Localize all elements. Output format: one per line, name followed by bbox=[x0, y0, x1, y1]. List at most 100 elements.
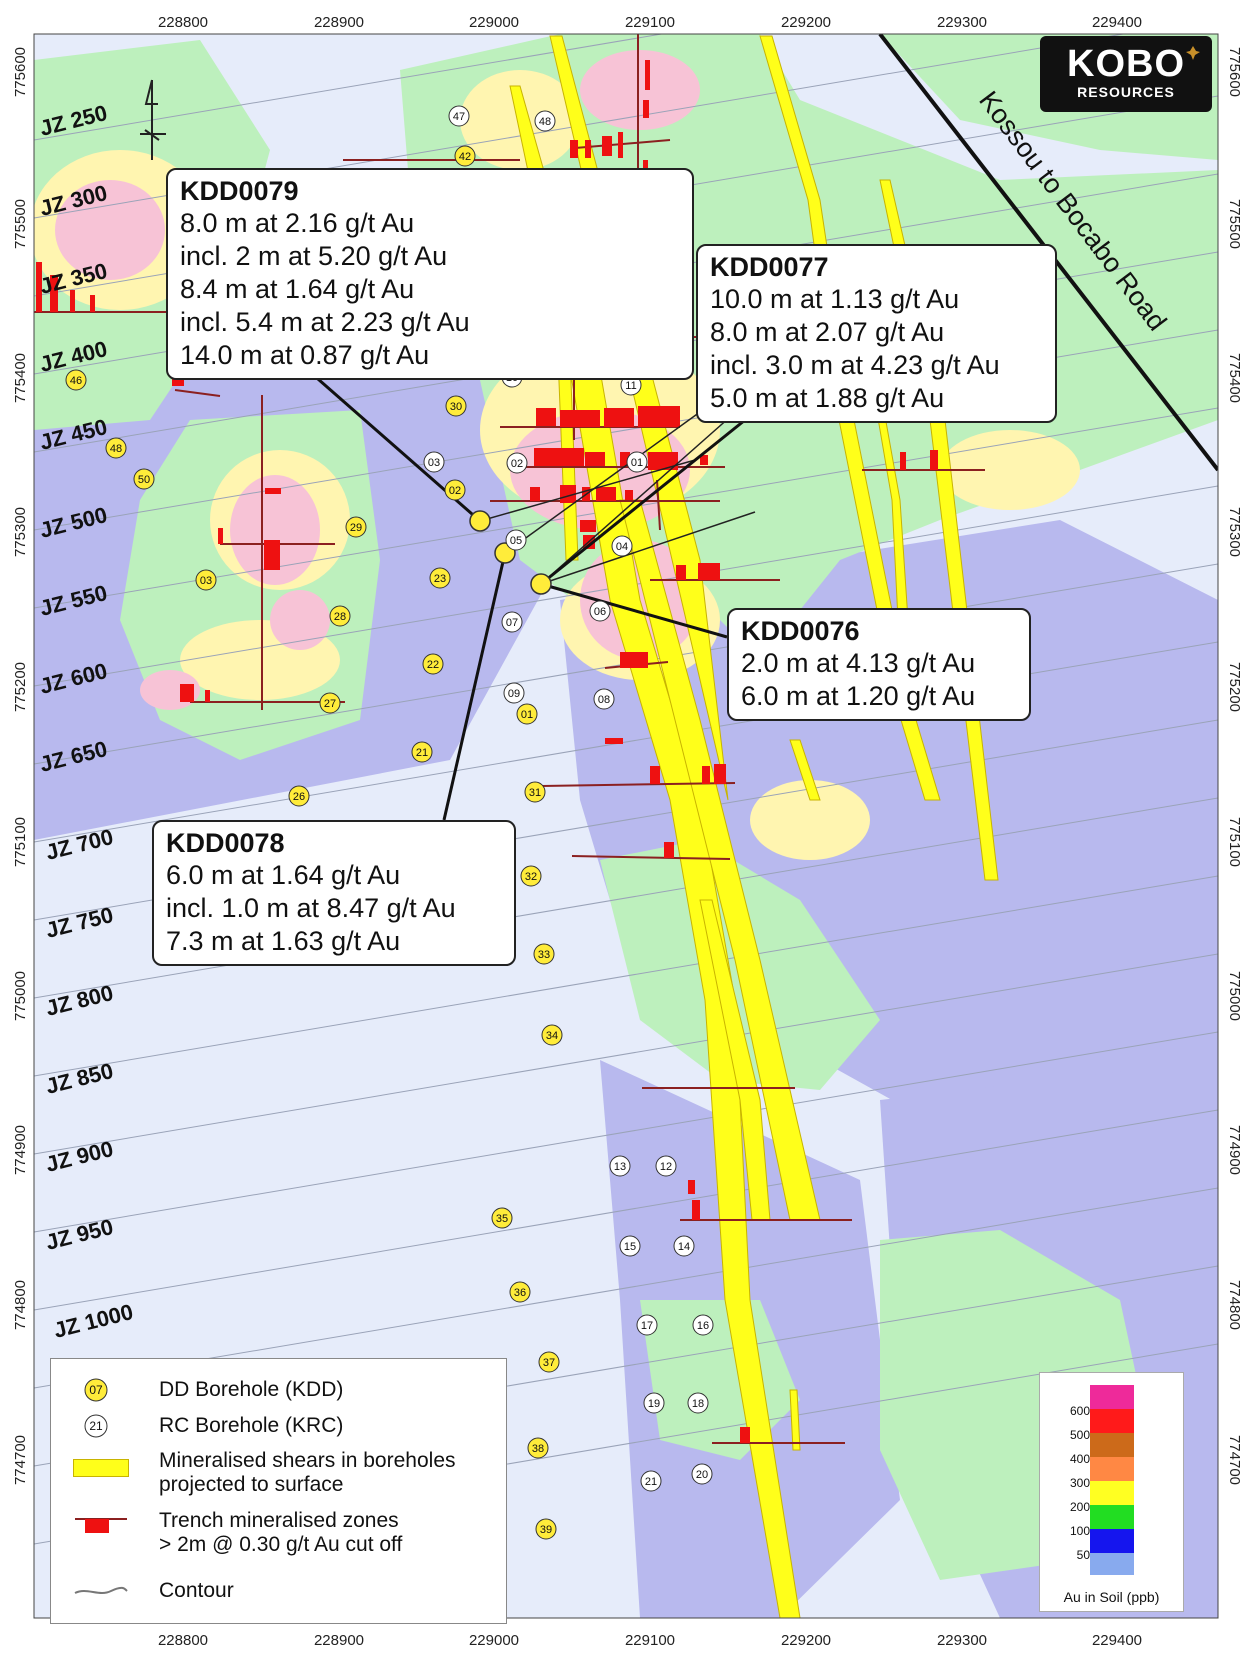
dd-borehole[interactable]: 01 bbox=[516, 703, 538, 725]
rc-borehole[interactable]: 05 bbox=[505, 529, 527, 551]
dd-borehole[interactable]: 26 bbox=[288, 785, 310, 807]
svg-text:42: 42 bbox=[459, 151, 471, 163]
dd-borehole[interactable]: 34 bbox=[541, 1024, 563, 1046]
x-tick: 229400 bbox=[1092, 1632, 1142, 1649]
dd-borehole[interactable]: 28 bbox=[329, 605, 351, 627]
scale-tick: 50 bbox=[1076, 1548, 1090, 1562]
svg-text:07: 07 bbox=[89, 1383, 103, 1397]
rc-borehole[interactable]: 07 bbox=[501, 611, 523, 633]
svg-text:11: 11 bbox=[625, 380, 636, 392]
svg-text:39: 39 bbox=[540, 1524, 552, 1536]
rc-borehole[interactable]: 12 bbox=[655, 1155, 677, 1177]
dd-borehole[interactable]: 46 bbox=[65, 369, 87, 391]
dd-borehole[interactable]: 21 bbox=[411, 741, 433, 763]
svg-text:08: 08 bbox=[598, 694, 610, 706]
rc-borehole[interactable]: 06 bbox=[589, 600, 611, 622]
x-axis-top: 228800 228900 229000 229100 229200 22930… bbox=[158, 14, 1142, 31]
legend-shears: Mineralised shears in boreholes projecte… bbox=[51, 1449, 506, 1501]
y-tick: 774700 bbox=[12, 1435, 29, 1485]
rc-borehole[interactable]: 17 bbox=[636, 1314, 658, 1336]
rc-borehole[interactable]: 14 bbox=[673, 1235, 695, 1257]
dd-borehole[interactable]: 38 bbox=[527, 1437, 549, 1459]
legend-shear-label: projected to surface bbox=[159, 1473, 344, 1496]
rc-borehole[interactable]: 09 bbox=[503, 682, 525, 704]
svg-text:32: 32 bbox=[525, 871, 537, 883]
legend-dd-label: DD Borehole (KDD) bbox=[159, 1378, 344, 1401]
dd-borehole[interactable]: 03 bbox=[195, 569, 217, 591]
rc-borehole[interactable]: 01 bbox=[626, 451, 648, 473]
svg-text:29: 29 bbox=[350, 522, 362, 534]
callout-title: KDD0077 bbox=[710, 252, 829, 282]
dd-borehole[interactable]: 48 bbox=[105, 437, 127, 459]
svg-text:14: 14 bbox=[678, 1241, 690, 1253]
svg-text:34: 34 bbox=[546, 1030, 558, 1042]
y-tick: 775200 bbox=[12, 662, 29, 712]
dd-borehole[interactable]: 35 bbox=[491, 1207, 513, 1229]
callout-kdd0076: KDD0076 2.0 m at 4.13 g/t Au 6.0 m at 1.… bbox=[727, 608, 1031, 721]
dd-symbol-icon: 07 bbox=[84, 1378, 108, 1402]
rc-borehole[interactable]: 16 bbox=[692, 1314, 714, 1336]
svg-text:27: 27 bbox=[324, 698, 336, 710]
north-arrow-icon bbox=[140, 79, 166, 160]
y-tick: 774900 bbox=[1226, 1125, 1243, 1175]
rc-borehole[interactable]: 15 bbox=[619, 1235, 641, 1257]
y-axis-left: 775600 775500 775400 775300 775200 77510… bbox=[12, 47, 29, 1485]
scale-swatch bbox=[1090, 1433, 1134, 1457]
rc-borehole[interactable]: 02 bbox=[506, 452, 528, 474]
callout-line: 14.0 m at 0.87 g/t Au bbox=[180, 340, 430, 370]
svg-text:21: 21 bbox=[645, 1476, 657, 1488]
rc-borehole[interactable]: 18 bbox=[687, 1392, 709, 1414]
svg-text:03: 03 bbox=[428, 457, 440, 469]
svg-text:22: 22 bbox=[427, 659, 439, 671]
scale-swatch bbox=[1090, 1385, 1134, 1409]
dd-borehole[interactable]: 36 bbox=[509, 1281, 531, 1303]
rc-borehole[interactable]: 08 bbox=[593, 688, 615, 710]
dd-borehole[interactable]: 50 bbox=[133, 468, 155, 490]
svg-text:19: 19 bbox=[648, 1398, 660, 1410]
scale-tick: 500 bbox=[1069, 1428, 1090, 1442]
legend-trench-label: > 2m @ 0.30 g/t Au cut off bbox=[159, 1533, 403, 1556]
y-tick: 775100 bbox=[1226, 817, 1243, 867]
dd-borehole[interactable]: 42 bbox=[454, 145, 476, 167]
dd-borehole[interactable]: 27 bbox=[319, 692, 341, 714]
collar-kdd0079[interactable] bbox=[469, 510, 491, 532]
rc-borehole[interactable]: 48 bbox=[534, 110, 556, 132]
rc-borehole[interactable]: 19 bbox=[643, 1392, 665, 1414]
callout-line: 6.0 m at 1.20 g/t Au bbox=[741, 681, 976, 711]
legend-rc-label: RC Borehole (KRC) bbox=[159, 1414, 344, 1437]
callout-line: incl. 2 m at 5.20 g/t Au bbox=[180, 241, 448, 271]
rc-borehole[interactable]: 20 bbox=[691, 1463, 713, 1485]
callout-title: KDD0078 bbox=[166, 828, 285, 858]
x-tick: 229200 bbox=[781, 14, 831, 31]
logo-sub: RESOURCES bbox=[1077, 84, 1175, 100]
x-tick: 229400 bbox=[1092, 14, 1142, 31]
dd-borehole[interactable]: 32 bbox=[520, 865, 542, 887]
dd-borehole[interactable]: 29 bbox=[345, 516, 367, 538]
rc-borehole[interactable]: 13 bbox=[609, 1155, 631, 1177]
x-tick: 228800 bbox=[158, 1632, 208, 1649]
rc-borehole[interactable]: 04 bbox=[611, 535, 633, 557]
callout-line: 2.0 m at 4.13 g/t Au bbox=[741, 648, 976, 678]
legend-contour-label: Contour bbox=[159, 1579, 234, 1602]
dd-borehole[interactable]: 22 bbox=[422, 653, 444, 675]
dd-borehole[interactable]: 33 bbox=[533, 943, 555, 965]
collar-kdd0076[interactable] bbox=[530, 573, 552, 595]
dd-borehole[interactable]: 23 bbox=[429, 567, 451, 589]
svg-text:01: 01 bbox=[521, 709, 533, 721]
scale-swatch bbox=[1090, 1505, 1134, 1529]
callout-line: 8.4 m at 1.64 g/t Au bbox=[180, 274, 415, 304]
dd-borehole[interactable]: 31 bbox=[524, 781, 546, 803]
callout-kdd0077: KDD0077 10.0 m at 1.13 g/t Au 8.0 m at 2… bbox=[696, 244, 1057, 423]
rc-borehole[interactable]: 21 bbox=[640, 1470, 662, 1492]
svg-text:30: 30 bbox=[450, 401, 462, 413]
dd-borehole[interactable]: 39 bbox=[535, 1518, 557, 1540]
y-tick: 774800 bbox=[12, 1280, 29, 1330]
dd-borehole[interactable]: 02 bbox=[444, 479, 466, 501]
dd-borehole[interactable]: 37 bbox=[538, 1351, 560, 1373]
dd-borehole[interactable]: 47 bbox=[448, 105, 470, 127]
callout-title: KDD0076 bbox=[741, 616, 860, 646]
dd-borehole[interactable]: 30 bbox=[445, 395, 467, 417]
y-tick: 774700 bbox=[1226, 1435, 1243, 1485]
svg-text:06: 06 bbox=[594, 606, 606, 618]
rc-borehole[interactable]: 03 bbox=[423, 451, 445, 473]
